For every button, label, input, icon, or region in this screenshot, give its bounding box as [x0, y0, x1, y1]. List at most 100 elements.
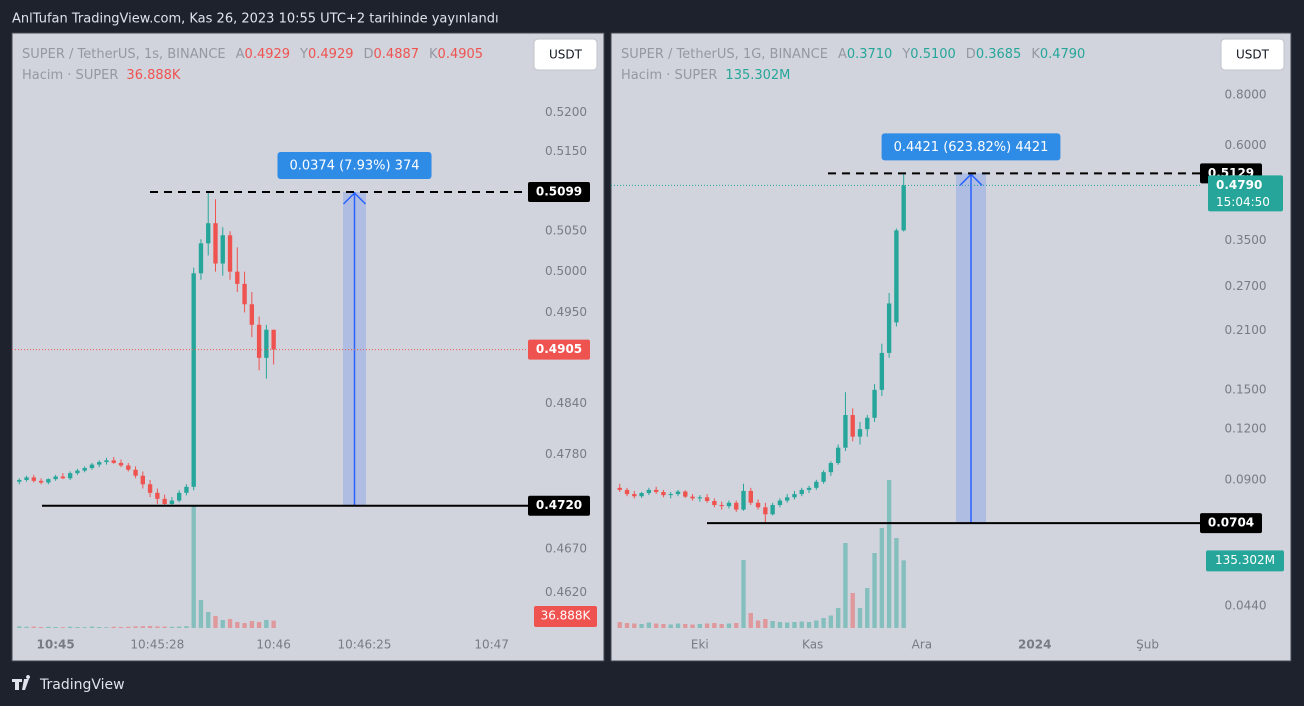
volume-bar [24, 626, 29, 628]
volume-value: 36.888K [126, 68, 180, 83]
candle-body [741, 490, 746, 510]
last-price-box [528, 339, 590, 360]
last-price-box [1208, 175, 1283, 212]
last-price-label: 0.4790 [1216, 178, 1262, 192]
candle-body [155, 492, 160, 499]
candle-body [690, 496, 695, 499]
volume-bar [227, 619, 233, 628]
volume-bar [741, 560, 746, 628]
volume-bar [719, 624, 724, 628]
y-tick-label: 0.5000 [545, 264, 587, 278]
volume-bar [777, 622, 783, 628]
plot [617, 174, 906, 628]
candle-body [748, 490, 753, 503]
candle-body [227, 235, 233, 272]
measure-label: 0.4421 (623.82%) 4421 [881, 133, 1061, 161]
candle-body [704, 497, 710, 502]
volume-bar [162, 626, 167, 628]
volume-bar [755, 620, 761, 628]
volume-title: Hacim · SUPER [22, 68, 118, 83]
candle-body [785, 497, 790, 501]
candle-body [653, 489, 659, 492]
volume-bar [198, 600, 204, 628]
volume-bar [828, 615, 834, 628]
candle-body [646, 489, 652, 494]
countdown: 15:04:50 [1216, 195, 1270, 209]
ohlc-key: D [966, 47, 976, 62]
volume-bar [249, 621, 255, 628]
y-tick-label: 0.0440 [1225, 598, 1267, 612]
volume-bar [872, 553, 877, 628]
ohlc-key: Y [901, 47, 910, 62]
volume-bar [104, 627, 109, 628]
volume-bar [38, 627, 44, 628]
volume-bar [770, 621, 775, 628]
measure-arrow-head [342, 191, 367, 205]
legend-volume: Hacim · SUPER 36.888K [22, 68, 181, 83]
candle-body [639, 493, 644, 497]
candle-body [264, 329, 269, 358]
candle-body [886, 303, 892, 353]
x-tick-label: 10:46 [256, 638, 291, 652]
y-tick-label: 0.4670 [545, 541, 587, 555]
x-tick-label: Kas [802, 638, 823, 652]
x-tick-label: 2024 [1018, 638, 1051, 652]
volume-bar [857, 608, 863, 628]
volume-bar [624, 623, 630, 628]
candle-body [719, 505, 724, 507]
legend-volume: Hacim · SUPER 135.302M [621, 68, 790, 83]
volume-bar [46, 626, 51, 628]
y-tick-label: 0.8000 [1225, 88, 1267, 102]
volume-bar [89, 626, 95, 628]
measure-label: 0.0374 (7.93%) 374 [277, 152, 432, 180]
candle-body [104, 460, 109, 463]
measure-label-text: 0.0374 (7.93%) 374 [289, 159, 419, 174]
candle-body [24, 477, 29, 480]
volume-bar [726, 623, 732, 628]
volume-bar [646, 622, 652, 628]
level-label: 0.4720 [536, 498, 582, 512]
volume-bar [865, 588, 870, 628]
candle-body [770, 505, 775, 515]
ohlc-key: K [429, 47, 438, 62]
volume-bar [147, 626, 153, 628]
volume-bar [220, 620, 225, 628]
volume-bar [176, 626, 182, 628]
volume-bar [886, 480, 892, 628]
currency-button[interactable] [533, 38, 598, 71]
y-tick-label: 0.3500 [1225, 233, 1267, 247]
candle-body [176, 492, 182, 501]
legend-symbol: SUPER / TetherUS, 1G, BINANCE A0.3710 Y0.5… [621, 47, 1085, 62]
candle-body [661, 491, 666, 496]
volume-bar [632, 623, 637, 628]
candle-body [828, 463, 834, 473]
candle-body [806, 487, 812, 490]
ohlc-key: A [838, 47, 847, 62]
volume-bar [17, 626, 22, 628]
panel [11, 32, 605, 662]
ohlc-value: 0.4929 [308, 47, 354, 62]
volume-bar [97, 627, 102, 628]
candle-body [126, 465, 131, 470]
candle-body [38, 480, 44, 483]
candle-body [82, 468, 87, 471]
candle-body [235, 271, 240, 284]
candle-body [675, 491, 681, 495]
volume-bar [850, 593, 855, 628]
ohlc-key: A [236, 47, 245, 62]
volume-bar [140, 626, 145, 628]
ohlc-value: 0.4929 [245, 47, 291, 62]
candle-body [668, 494, 673, 496]
candle-body [242, 283, 247, 305]
candle-body [60, 476, 66, 479]
candle-body [184, 486, 189, 493]
currency-button[interactable] [1220, 38, 1285, 71]
volume-bar [271, 620, 276, 628]
symbol: SUPER / TetherUS, 1s, BINANCE [22, 47, 226, 62]
candle-body [111, 460, 116, 463]
y-tick-label: 0.1500 [1225, 382, 1267, 396]
candle-body [777, 500, 783, 506]
y-tick-label: 0.4620 [545, 585, 587, 599]
volume-bar [734, 623, 739, 628]
candle-body [894, 230, 899, 323]
